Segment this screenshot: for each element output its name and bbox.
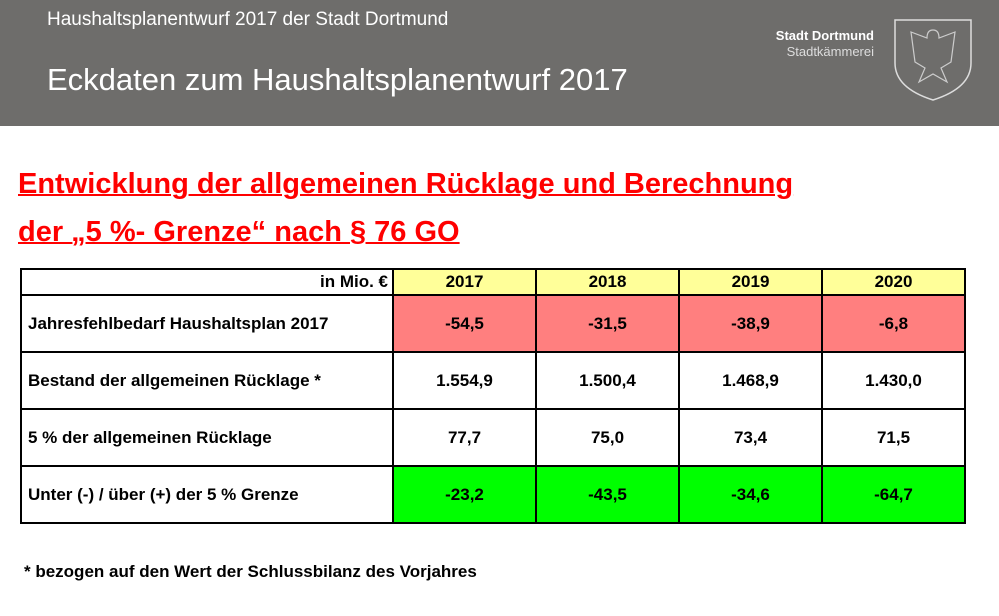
unit-label: in Mio. €	[20, 268, 394, 296]
cell: -31,5	[535, 294, 680, 353]
row-label: Bestand der allgemeinen Rücklage *	[20, 351, 394, 410]
row-label: 5 % der allgemeinen Rücklage	[20, 408, 394, 467]
slide-title: Eckdaten zum Haushaltsplanentwurf 2017	[47, 62, 628, 97]
cell: -23,2	[392, 465, 537, 524]
cell: -34,6	[678, 465, 823, 524]
cell: 73,4	[678, 408, 823, 467]
cell: 71,5	[821, 408, 966, 467]
slide-header: Haushaltsplanentwurf 2017 der Stadt Dort…	[0, 0, 999, 126]
cell: 1.500,4	[535, 351, 680, 410]
year-header: 2020	[821, 268, 966, 296]
logo-department: Stadtkämmerei	[786, 44, 874, 59]
cell: -38,9	[678, 294, 823, 353]
cell: 1.430,0	[821, 351, 966, 410]
row-label: Jahresfehlbedarf Haushaltsplan 2017	[20, 294, 394, 353]
cell: 75,0	[535, 408, 680, 467]
table-row: Jahresfehlbedarf Haushaltsplan 2017 -54,…	[20, 294, 966, 353]
logo-city-name: Stadt Dortmund	[775, 28, 874, 43]
budget-table: in Mio. € 2017 2018 2019 2020 Jahresfehl…	[20, 268, 966, 524]
cell: -43,5	[535, 465, 680, 524]
cell: -54,5	[392, 294, 537, 353]
row-label: Unter (-) / über (+) der 5 % Grenze	[20, 465, 394, 524]
slide-subtitle: Haushaltsplanentwurf 2017 der Stadt Dort…	[47, 9, 449, 30]
cell: 1.468,9	[678, 351, 823, 410]
cell: -64,7	[821, 465, 966, 524]
heading-line-2: der „5 %- Grenze“ nach § 76 GO	[18, 216, 460, 248]
heading-line-1: Entwicklung der allgemeinen Rücklage und…	[18, 168, 794, 200]
table-header-row: in Mio. € 2017 2018 2019 2020	[20, 268, 966, 296]
year-header: 2018	[535, 268, 680, 296]
table-row: Bestand der allgemeinen Rücklage * 1.554…	[20, 351, 966, 410]
table-row: 5 % der allgemeinen Rücklage 77,7 75,0 7…	[20, 408, 966, 467]
cell: 77,7	[392, 408, 537, 467]
table-row: Unter (-) / über (+) der 5 % Grenze -23,…	[20, 465, 966, 524]
footnote: * bezogen auf den Wert der Schlussbilanz…	[24, 562, 477, 581]
coat-of-arms-icon	[894, 19, 972, 101]
year-header: 2019	[678, 268, 823, 296]
cell: 1.554,9	[392, 351, 537, 410]
year-header: 2017	[392, 268, 537, 296]
cell: -6,8	[821, 294, 966, 353]
